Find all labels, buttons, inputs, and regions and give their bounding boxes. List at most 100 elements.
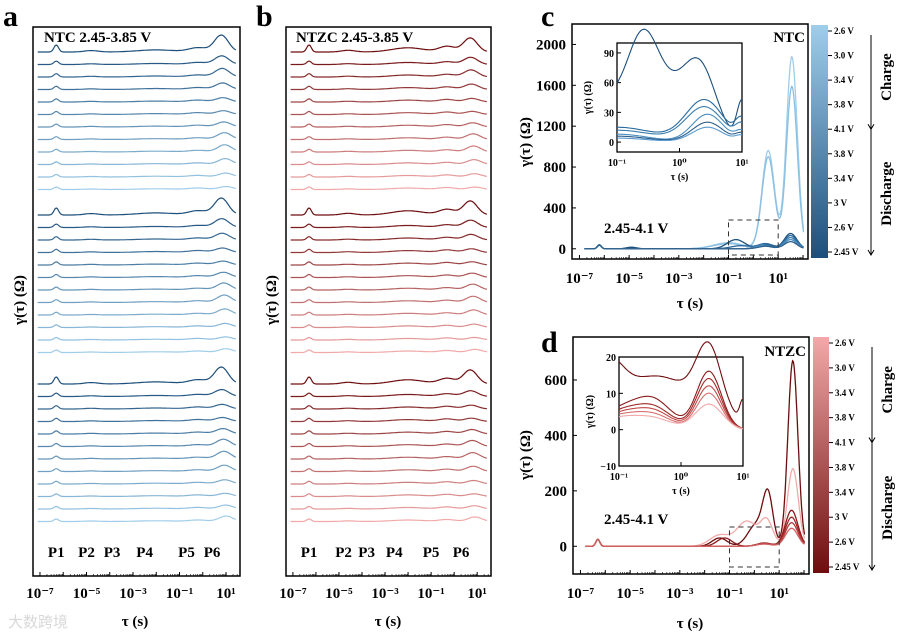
panel-label-c: c: [541, 0, 554, 33]
panel-d-ylabel: γ(τ) (Ω): [518, 430, 534, 481]
panel-c-colorbar-label: 2.6 V: [834, 222, 854, 232]
panel-a-curve: [37, 294, 237, 304]
panel-a-curve: [37, 132, 237, 141]
panel-b-xaxis-tick-label: 10¹: [467, 586, 487, 602]
panel-b-xaxis-tick-label: 10⁻³: [371, 586, 399, 602]
panel-d-inset-ylabel: γ(τ) (Ω): [585, 395, 596, 429]
panel-c-ytick-label: 400: [544, 201, 567, 217]
panel-b-curve: [290, 336, 487, 341]
panel-b-curve: [290, 248, 487, 254]
panel-a-peak-label: P3: [104, 545, 121, 561]
panel-a-curve: [37, 67, 237, 78]
panel-a-axes: [32, 26, 241, 577]
panel-c-xaxis-tick-label: 10⁻⁷: [566, 271, 594, 287]
panel-b-curve: [290, 369, 488, 385]
panel-c-zoom-region: [728, 219, 779, 256]
panel-b-curve: [290, 145, 488, 153]
panel-c-inset-axes: [616, 42, 743, 153]
panel-c-colorbar-label: 4.1 V: [834, 124, 854, 134]
panel-d-inset-xtick-label: 10⁰: [674, 472, 689, 483]
panel-d-inset-curve: [618, 385, 744, 430]
panel-a-curve: [37, 366, 237, 385]
panel-d-inset-ytick-label: 0: [611, 426, 616, 437]
panel-c-colorbar-label: 3.8 V: [834, 100, 854, 110]
panel-c-inset-xtick-label: 10⁰: [672, 158, 687, 169]
panel-a-peak-label: P6: [204, 545, 221, 561]
panel-d-inset-ytick-label: 20: [606, 353, 616, 364]
panel-d-inset-ytick-label: −10: [600, 462, 616, 473]
panel-a-curve: [37, 388, 236, 398]
panel-c-colorbar-label: 3.8 V: [834, 149, 854, 159]
panel-b-curve: [290, 110, 488, 116]
panel-a-curve: [37, 172, 236, 178]
panel-d-ytick-label: 0: [560, 539, 568, 555]
panel-a-title: NTC 2.45-3.85 V: [44, 30, 151, 46]
panel-a-curve: [37, 492, 236, 498]
panel-d-curve: [585, 527, 805, 547]
panel-c-inset-xtick-label: 10⁻¹: [608, 158, 626, 169]
panel-a-peak-label: P2: [78, 545, 95, 561]
panel-b-curve: [290, 404, 487, 410]
panel-a-curve: [37, 232, 236, 241]
panel-b-curve: [290, 272, 487, 279]
panel-a-curve: [37, 121, 236, 128]
panel-a-curve: [37, 348, 236, 354]
panel-c-arrow-head-icon: [867, 123, 875, 256]
panel-c-colorbar-label: 3.4 V: [834, 75, 854, 85]
panel-c-inset-ylabel: γ(τ) (Ω): [583, 81, 594, 115]
panel-d-colorbar-label: 2.45 V: [835, 562, 860, 572]
panel-d-inset-xtick-label: 10¹: [737, 472, 750, 483]
panel-d-axes: [572, 336, 810, 575]
panel-d-colorbar-label: 3.0 V: [835, 363, 855, 373]
panel-d-inset-curve: [618, 403, 744, 430]
panel-b-curve: [290, 516, 488, 523]
panel-b-title: NTZC 2.45-3.85 V: [296, 30, 413, 46]
panel-b-axes: [285, 26, 492, 577]
panel-label-a: a: [3, 0, 18, 33]
panel-b-curve: [290, 219, 487, 229]
panel-c-ytick-label: 0: [559, 242, 567, 258]
panel-c-inset-xlabel: τ (s): [671, 172, 689, 183]
panel-a-curve: [37, 308, 237, 316]
panel-a-curve: [37, 464, 237, 473]
panel-c-curve: [584, 240, 804, 250]
panel-d-charge-label: Charge: [880, 366, 896, 414]
panel-d-inset-xlabel: τ (s): [672, 486, 690, 497]
panel-d-inset-curve: [618, 392, 744, 430]
panel-d-inset-xtick-label: 10⁻¹: [610, 472, 628, 483]
panel-b-peak-label: P1: [301, 545, 318, 561]
panel-b-xaxis-tick-label: 10⁻⁵: [325, 586, 353, 602]
panel-c-inset-xtick-label: 10¹: [736, 158, 749, 169]
panel-a-curve: [37, 185, 236, 191]
panel-a-curve: [37, 260, 236, 266]
panel-d-ytick-label: 200: [545, 484, 568, 500]
panel-a-curve: [37, 479, 236, 485]
panel-a-curve: [37, 403, 236, 410]
panel-d-colorbar-label: 4.1 V: [835, 438, 855, 448]
panel-d-ytick-label: 400: [545, 428, 568, 444]
panel-c-inset-curve: [617, 113, 743, 140]
panel-d-inset-curve: [618, 341, 744, 413]
panel-c-inset-curve: [616, 121, 743, 141]
panel-b-curve: [290, 428, 488, 435]
panel-c-ytick-label: 2000: [536, 37, 566, 53]
panel-a-curve: [37, 144, 237, 153]
panel-d-zoom-region: [729, 526, 780, 568]
panel-b-curve: [290, 97, 488, 103]
panel-b-xaxis-tick-label: 10⁻⁷: [279, 586, 307, 602]
panel-d-inset-curve: [618, 378, 744, 430]
panel-d-colorbar: [813, 337, 829, 573]
panel-a-xaxis-tick-label: 10⁻⁵: [73, 586, 101, 602]
panel-d-label: NTZC: [764, 344, 806, 360]
panel-b-curve: [290, 283, 488, 291]
panel-a-curve: [37, 218, 236, 229]
panel-c-colorbar-label: 2.45 V: [834, 247, 859, 257]
panel-d-xaxis-tick-label: 10⁻³: [666, 586, 694, 602]
panel-c-discharge-label: Discharge: [879, 161, 895, 225]
panel-d-xaxis-tick-label: 10⁻⁷: [567, 586, 595, 602]
panel-c-inset-ytick-label: 90: [604, 49, 614, 60]
panel-a-curve: [37, 428, 236, 435]
panel-d-voltage-range: 2.45-4.1 V: [604, 512, 668, 528]
panel-a-curve: [37, 197, 237, 216]
